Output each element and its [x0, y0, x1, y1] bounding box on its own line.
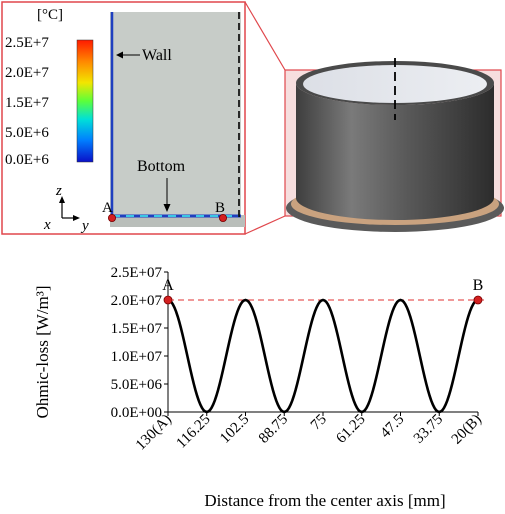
- cylinder-side: [296, 83, 494, 220]
- series-group: [167, 298, 479, 414]
- point-a-marker: [163, 295, 173, 305]
- x-tick-label: 102.5: [217, 412, 252, 447]
- x-tick-label: 75: [308, 412, 330, 434]
- triad-y-label: y: [80, 218, 89, 234]
- y-tick-label: 0.0E+00: [111, 405, 162, 421]
- y-tick-label: 5.0E+06: [111, 377, 163, 393]
- y-tick-label: 1.0E+07: [111, 349, 163, 365]
- x-tick-label: 20(B): [449, 412, 485, 448]
- inset-cross-section: [110, 12, 241, 217]
- x-tick-label: 47.5: [377, 412, 407, 442]
- connector-line-bottom: [244, 215, 286, 235]
- legend-tick: 2.0E+7: [5, 65, 49, 81]
- point-b-marker: [473, 295, 483, 305]
- bottom-label: Bottom: [137, 158, 186, 175]
- inset-point-b: [218, 213, 227, 222]
- y-tick-label: 1.5E+07: [111, 321, 163, 337]
- y-axis-title: Ohmic-loss [W/m³]: [33, 285, 52, 418]
- x-tick-label: 33.75: [411, 412, 446, 447]
- triad-z-head: [59, 196, 65, 203]
- cylinder-inner: [303, 65, 487, 103]
- legend-colorbar: [76, 39, 94, 163]
- triad-z-label: z: [55, 183, 62, 199]
- wall-arrow-head: [116, 51, 123, 59]
- x-axis-title: Distance from the center axis [mm]: [204, 491, 445, 510]
- legend-tick: 2.5E+7: [5, 35, 49, 51]
- y-tick-label: 2.0E+07: [111, 293, 163, 309]
- ohmic-loss-series-line: [167, 298, 479, 414]
- wall-label: Wall: [142, 47, 172, 64]
- legend-unit: [°C]: [37, 7, 63, 23]
- simulation-figure: A B Wall Bottom [°C] 2.5E+7 2.0E+7 1.5E+…: [1, 1, 504, 235]
- inset-point-a-label: A: [102, 200, 113, 216]
- bottom-arrow-head: [163, 204, 171, 212]
- y-tick-label: 2.5E+07: [111, 265, 163, 281]
- connector-line-top: [244, 1, 286, 71]
- inset-bottom-plate: [110, 215, 245, 227]
- legend-tick: 5.0E+6: [5, 125, 49, 141]
- inset-point-b-label: B: [215, 200, 225, 216]
- triad-y-head: [73, 215, 80, 221]
- point-b-label: B: [473, 277, 484, 294]
- x-tick-label: 88.75: [256, 412, 291, 447]
- chart-axes: [164, 271, 479, 416]
- x-tick-label: 61.25: [333, 412, 368, 447]
- x-tick-label: 116.25: [173, 412, 213, 452]
- legend-tick: 0.0E+6: [5, 152, 49, 168]
- point-a-label: A: [162, 277, 174, 294]
- inset-point-a: [108, 213, 117, 222]
- triad-x-label: x: [43, 217, 51, 233]
- legend-tick: 1.5E+7: [5, 95, 49, 111]
